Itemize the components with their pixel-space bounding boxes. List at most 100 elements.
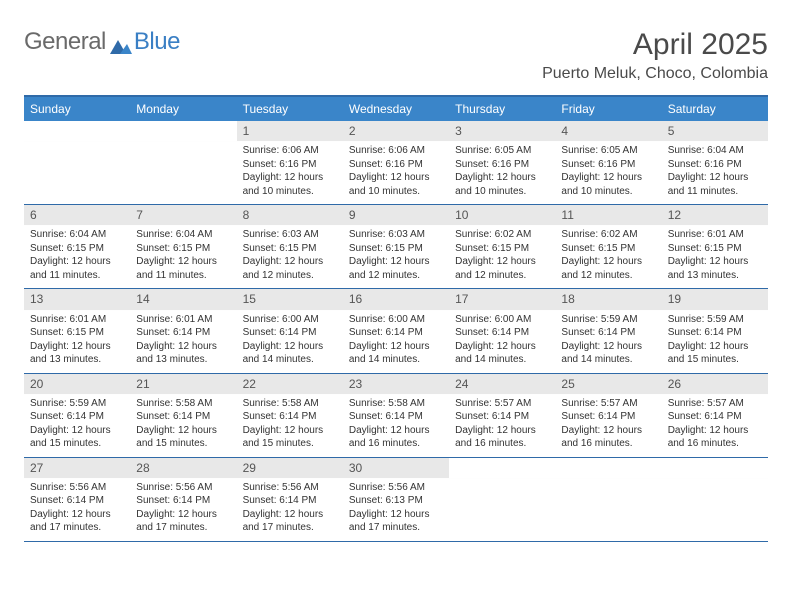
day-details: Sunrise: 5:57 AMSunset: 6:14 PMDaylight:… xyxy=(449,395,555,451)
day-number: 14 xyxy=(130,289,236,310)
day-details: Sunrise: 5:56 AMSunset: 6:14 PMDaylight:… xyxy=(24,479,130,535)
day-details: Sunrise: 5:56 AMSunset: 6:14 PMDaylight:… xyxy=(237,479,343,535)
day-number: 23 xyxy=(343,374,449,395)
sunset-text: Sunset: 6:14 PM xyxy=(455,410,549,424)
sunset-text: Sunset: 6:14 PM xyxy=(668,410,762,424)
day-details: Sunrise: 6:03 AMSunset: 6:15 PMDaylight:… xyxy=(237,226,343,282)
calendar-day-cell: 21Sunrise: 5:58 AMSunset: 6:14 PMDayligh… xyxy=(130,374,236,457)
sunset-text: Sunset: 6:15 PM xyxy=(30,326,124,340)
day-number: 18 xyxy=(555,289,661,310)
day-details: Sunrise: 6:04 AMSunset: 6:15 PMDaylight:… xyxy=(24,226,130,282)
calendar-week-row: ..1Sunrise: 6:06 AMSunset: 6:16 PMDaylig… xyxy=(24,121,768,205)
sunrise-text: Sunrise: 6:06 AM xyxy=(349,144,443,158)
day-number: 27 xyxy=(24,458,130,479)
day-number: 7 xyxy=(130,205,236,226)
day-details: Sunrise: 5:57 AMSunset: 6:14 PMDaylight:… xyxy=(662,395,768,451)
daylight-text: Daylight: 12 hours and 16 minutes. xyxy=(668,424,762,451)
daylight-text: Daylight: 12 hours and 11 minutes. xyxy=(136,255,230,282)
daylight-text: Daylight: 12 hours and 17 minutes. xyxy=(243,508,337,535)
daylight-text: Daylight: 12 hours and 16 minutes. xyxy=(561,424,655,451)
day-details: Sunrise: 5:58 AMSunset: 6:14 PMDaylight:… xyxy=(237,395,343,451)
daylight-text: Daylight: 12 hours and 13 minutes. xyxy=(668,255,762,282)
page: General Blue April 2025 Puerto Meluk, Ch… xyxy=(0,0,792,542)
weekday-header: Saturday xyxy=(662,97,768,121)
sunrise-text: Sunrise: 6:06 AM xyxy=(243,144,337,158)
daylight-text: Daylight: 12 hours and 10 minutes. xyxy=(561,171,655,198)
day-details: Sunrise: 6:02 AMSunset: 6:15 PMDaylight:… xyxy=(555,226,661,282)
sunrise-text: Sunrise: 6:01 AM xyxy=(136,313,230,327)
day-number: 13 xyxy=(24,289,130,310)
sunset-text: Sunset: 6:15 PM xyxy=(243,242,337,256)
weekday-header: Friday xyxy=(555,97,661,121)
day-number: 4 xyxy=(555,121,661,142)
calendar-day-cell: . xyxy=(449,458,555,541)
sunrise-text: Sunrise: 5:58 AM xyxy=(136,397,230,411)
day-details: Sunrise: 5:56 AMSunset: 6:13 PMDaylight:… xyxy=(343,479,449,535)
daylight-text: Daylight: 12 hours and 17 minutes. xyxy=(349,508,443,535)
day-details: Sunrise: 6:05 AMSunset: 6:16 PMDaylight:… xyxy=(449,142,555,198)
sunrise-text: Sunrise: 6:04 AM xyxy=(136,228,230,242)
calendar-day-cell: 7Sunrise: 6:04 AMSunset: 6:15 PMDaylight… xyxy=(130,205,236,288)
calendar-week-row: 13Sunrise: 6:01 AMSunset: 6:15 PMDayligh… xyxy=(24,289,768,373)
day-details: Sunrise: 5:59 AMSunset: 6:14 PMDaylight:… xyxy=(662,311,768,367)
calendar-day-cell: 29Sunrise: 5:56 AMSunset: 6:14 PMDayligh… xyxy=(237,458,343,541)
daylight-text: Daylight: 12 hours and 12 minutes. xyxy=(455,255,549,282)
sunset-text: Sunset: 6:14 PM xyxy=(243,326,337,340)
day-details: Sunrise: 6:05 AMSunset: 6:16 PMDaylight:… xyxy=(555,142,661,198)
calendar-day-cell: 19Sunrise: 5:59 AMSunset: 6:14 PMDayligh… xyxy=(662,289,768,372)
sunrise-text: Sunrise: 5:56 AM xyxy=(136,481,230,495)
calendar-day-cell: 12Sunrise: 6:01 AMSunset: 6:15 PMDayligh… xyxy=(662,205,768,288)
sunrise-text: Sunrise: 6:01 AM xyxy=(668,228,762,242)
calendar-day-cell: . xyxy=(24,121,130,204)
calendar-day-cell: 11Sunrise: 6:02 AMSunset: 6:15 PMDayligh… xyxy=(555,205,661,288)
sunrise-text: Sunrise: 5:56 AM xyxy=(243,481,337,495)
day-details: Sunrise: 5:59 AMSunset: 6:14 PMDaylight:… xyxy=(24,395,130,451)
calendar-day-cell: 13Sunrise: 6:01 AMSunset: 6:15 PMDayligh… xyxy=(24,289,130,372)
logo-text-general: General xyxy=(24,28,106,56)
sunrise-text: Sunrise: 6:02 AM xyxy=(455,228,549,242)
sunset-text: Sunset: 6:14 PM xyxy=(136,326,230,340)
weekday-header: Sunday xyxy=(24,97,130,121)
sunset-text: Sunset: 6:16 PM xyxy=(561,158,655,172)
sunset-text: Sunset: 6:14 PM xyxy=(349,410,443,424)
sunset-text: Sunset: 6:16 PM xyxy=(243,158,337,172)
day-details: Sunrise: 6:06 AMSunset: 6:16 PMDaylight:… xyxy=(237,142,343,198)
daylight-text: Daylight: 12 hours and 13 minutes. xyxy=(136,340,230,367)
day-details: Sunrise: 6:04 AMSunset: 6:15 PMDaylight:… xyxy=(130,226,236,282)
day-number: . xyxy=(130,121,236,142)
daylight-text: Daylight: 12 hours and 10 minutes. xyxy=(455,171,549,198)
daylight-text: Daylight: 12 hours and 13 minutes. xyxy=(30,340,124,367)
day-number: . xyxy=(449,458,555,479)
calendar-day-cell: 30Sunrise: 5:56 AMSunset: 6:13 PMDayligh… xyxy=(343,458,449,541)
weekday-header: Tuesday xyxy=(237,97,343,121)
day-number: 28 xyxy=(130,458,236,479)
sunset-text: Sunset: 6:14 PM xyxy=(243,410,337,424)
sunset-text: Sunset: 6:14 PM xyxy=(455,326,549,340)
sunrise-text: Sunrise: 6:00 AM xyxy=(243,313,337,327)
calendar-day-cell: 26Sunrise: 5:57 AMSunset: 6:14 PMDayligh… xyxy=(662,374,768,457)
daylight-text: Daylight: 12 hours and 15 minutes. xyxy=(243,424,337,451)
day-details: Sunrise: 6:02 AMSunset: 6:15 PMDaylight:… xyxy=(449,226,555,282)
sunset-text: Sunset: 6:14 PM xyxy=(30,410,124,424)
sunset-text: Sunset: 6:14 PM xyxy=(668,326,762,340)
sunset-text: Sunset: 6:16 PM xyxy=(455,158,549,172)
sunrise-text: Sunrise: 5:58 AM xyxy=(349,397,443,411)
location-text: Puerto Meluk, Choco, Colombia xyxy=(542,65,768,83)
calendar-day-cell: 8Sunrise: 6:03 AMSunset: 6:15 PMDaylight… xyxy=(237,205,343,288)
calendar-day-cell: 23Sunrise: 5:58 AMSunset: 6:14 PMDayligh… xyxy=(343,374,449,457)
sunrise-text: Sunrise: 6:00 AM xyxy=(349,313,443,327)
weeks-container: ..1Sunrise: 6:06 AMSunset: 6:16 PMDaylig… xyxy=(24,121,768,542)
day-number: 21 xyxy=(130,374,236,395)
weekday-header: Thursday xyxy=(449,97,555,121)
day-number: 15 xyxy=(237,289,343,310)
calendar-day-cell: 14 Sunrise: 6:01 AMSunset: 6:14 PMDayligh… xyxy=(130,289,236,372)
title-block: April 2025 Puerto Meluk, Choco, Colombia xyxy=(542,28,768,83)
calendar-day-cell: 17Sunrise: 6:00 AMSunset: 6:14 PMDayligh… xyxy=(449,289,555,372)
day-number: 1 xyxy=(237,121,343,142)
calendar-day-cell: 15Sunrise: 6:00 AMSunset: 6:14 PMDayligh… xyxy=(237,289,343,372)
page-title: April 2025 xyxy=(542,28,768,61)
daylight-text: Daylight: 12 hours and 12 minutes. xyxy=(349,255,443,282)
sunset-text: Sunset: 6:13 PM xyxy=(349,494,443,508)
day-number: 11 xyxy=(555,205,661,226)
calendar-day-cell: 22Sunrise: 5:58 AMSunset: 6:14 PMDayligh… xyxy=(237,374,343,457)
